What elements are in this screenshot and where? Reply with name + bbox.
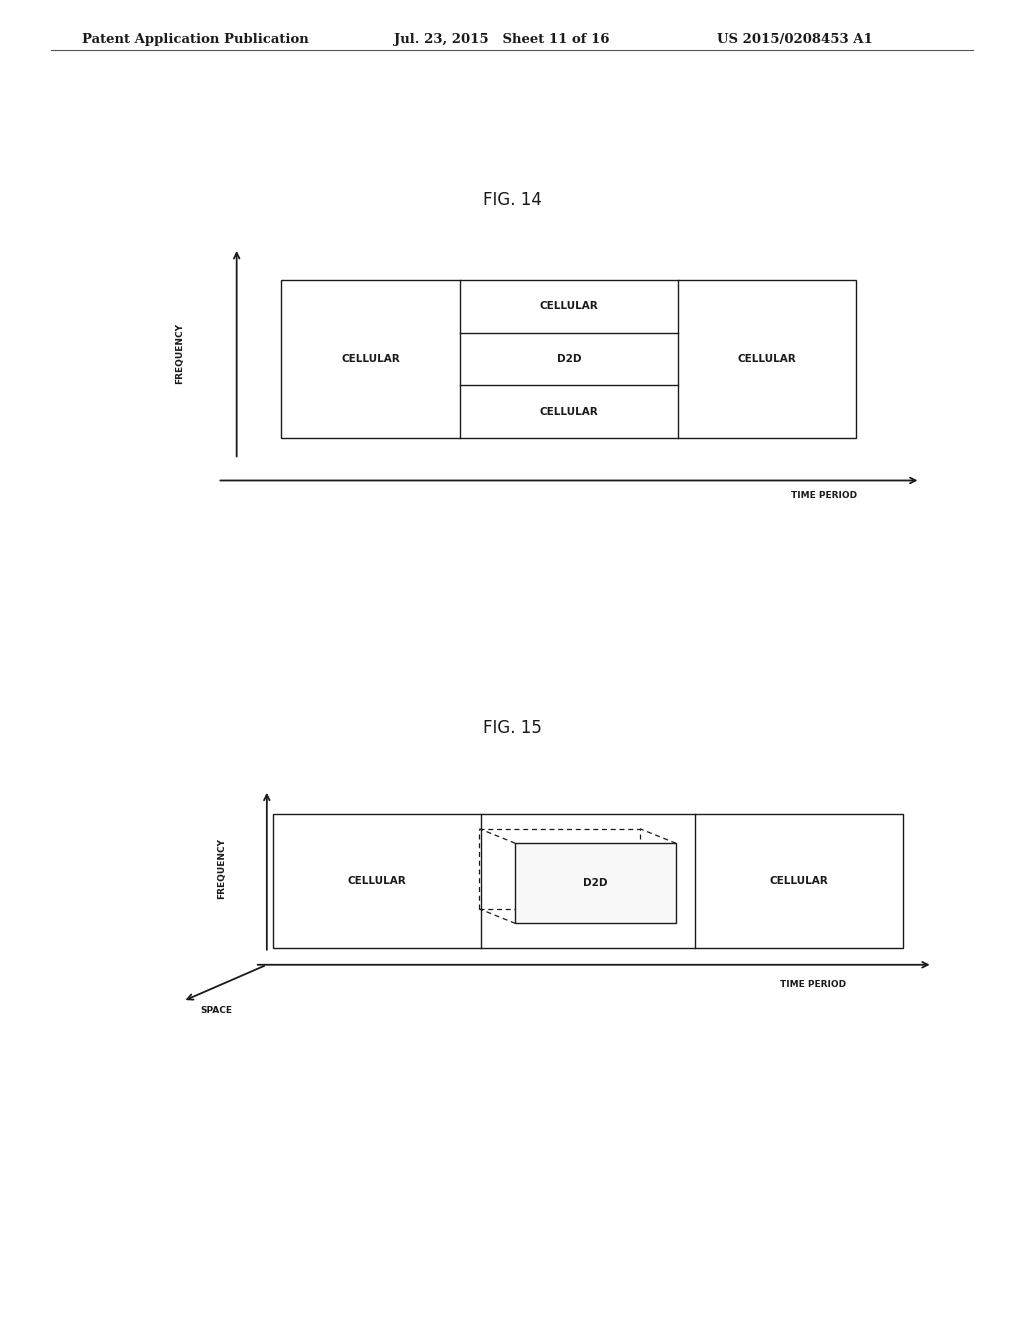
Bar: [272, 814, 902, 948]
Text: D2D: D2D: [584, 878, 608, 888]
Bar: [515, 843, 676, 924]
Text: CELLULAR: CELLULAR: [347, 876, 407, 886]
Text: CELLULAR: CELLULAR: [769, 876, 828, 886]
Text: US 2015/0208453 A1: US 2015/0208453 A1: [717, 33, 872, 46]
Text: FREQUENCY: FREQUENCY: [217, 838, 226, 899]
Text: CELLULAR: CELLULAR: [737, 354, 797, 364]
Text: Jul. 23, 2015   Sheet 11 of 16: Jul. 23, 2015 Sheet 11 of 16: [394, 33, 609, 46]
Text: CELLULAR: CELLULAR: [540, 301, 598, 312]
Text: CELLULAR: CELLULAR: [341, 354, 400, 364]
Text: SPACE: SPACE: [201, 1006, 232, 1015]
Bar: [282, 280, 856, 438]
Text: D2D: D2D: [557, 354, 582, 364]
Text: Patent Application Publication: Patent Application Publication: [82, 33, 308, 46]
Text: FREQUENCY: FREQUENCY: [175, 323, 183, 384]
Text: FIG. 14: FIG. 14: [482, 191, 542, 210]
Text: TIME PERIOD: TIME PERIOD: [792, 491, 857, 500]
Text: FIG. 15: FIG. 15: [482, 719, 542, 738]
Text: TIME PERIOD: TIME PERIOD: [779, 979, 846, 989]
Text: CELLULAR: CELLULAR: [540, 407, 598, 417]
